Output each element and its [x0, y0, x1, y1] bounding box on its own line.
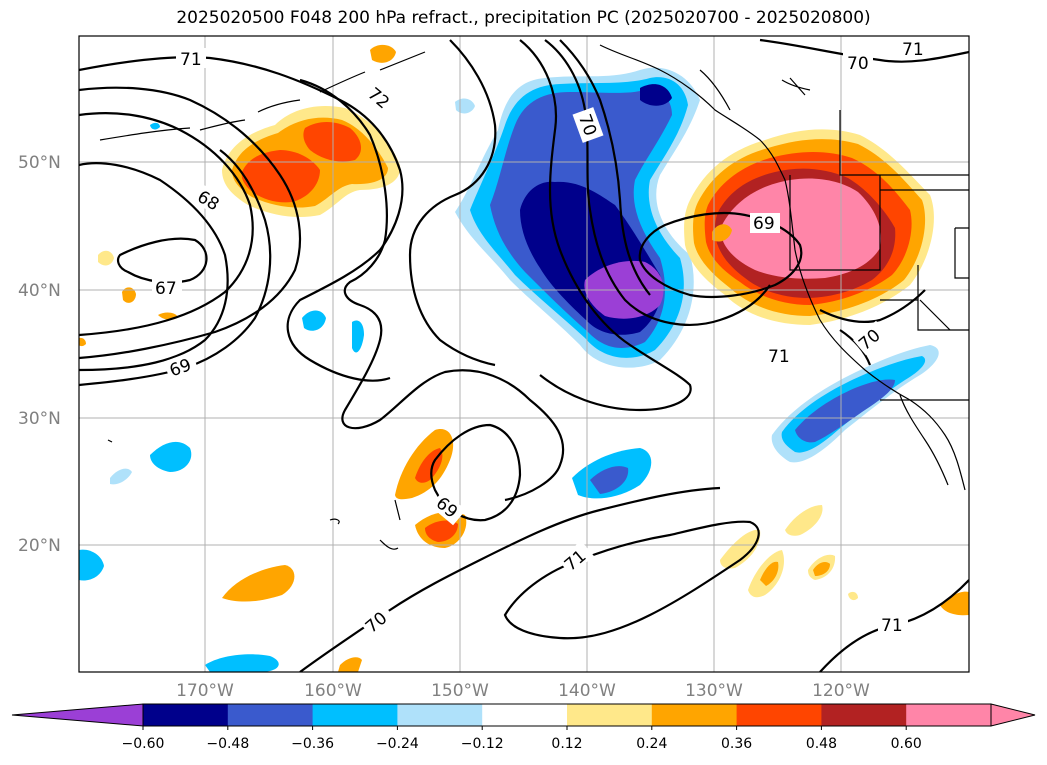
contour-labels: 71 72 70 71 70 68 67 69 69 69 71 70 71	[152, 38, 928, 638]
lon-label-150w: 150°W	[431, 681, 489, 701]
colorbar-segment	[651, 704, 738, 726]
lon-label-120w: 120°W	[812, 681, 870, 701]
positive-anomaly-west	[222, 44, 401, 217]
longitude-labels: 170°W 160°W 150°W 140°W 130°W 120°W	[176, 681, 870, 701]
colorbar-segment	[736, 704, 822, 726]
contour-label: 70	[847, 54, 869, 74]
colorbar-segment	[482, 704, 568, 726]
colorbar-tick-label: −0.48	[206, 736, 249, 752]
lat-label-50n: 50°N	[18, 153, 61, 173]
negative-anomaly-central	[455, 67, 700, 368]
lon-label-160w: 160°W	[304, 681, 362, 701]
colorbar-segment	[312, 704, 398, 726]
colorbar-tick-label: 0.12	[551, 736, 582, 752]
negative-anomaly-small	[79, 98, 652, 672]
colorbar-tick-label: 0.24	[636, 736, 667, 752]
lon-label-140w: 140°W	[558, 681, 616, 701]
contour-label: 71	[902, 40, 924, 60]
contour-label: 71	[881, 616, 903, 636]
colorbar-tick-label: 0.60	[891, 736, 922, 752]
colorbar-tick-label: −0.12	[461, 736, 504, 752]
lon-label-170w: 170°W	[176, 681, 234, 701]
contour-label: 71	[180, 50, 202, 70]
contour-label: 67	[155, 279, 177, 299]
colorbar-segment	[143, 704, 229, 726]
colorbar-segment	[227, 704, 314, 726]
negative-anomaly-coast	[771, 345, 939, 463]
contour-label: 71	[768, 347, 790, 367]
colorbar-segment	[397, 704, 483, 726]
colorbar-tick-label: −0.36	[291, 736, 334, 752]
latitude-labels: 50°N 40°N 30°N 20°N	[18, 153, 61, 556]
map-area: 71 72 70 71 70 68 67 69 69 69 71 70 71	[79, 36, 969, 672]
lat-label-40n: 40°N	[18, 281, 61, 301]
colorbar-segment	[821, 704, 907, 726]
colorbar-segment	[567, 704, 653, 726]
colorbar-tick-label: −0.24	[376, 736, 419, 752]
map-frame	[78, 35, 970, 673]
colorbar-tick-label: 0.36	[721, 736, 752, 752]
colorbar-tick-label: −0.60	[122, 736, 165, 752]
coastlines	[99, 44, 969, 550]
lat-label-30n: 30°N	[18, 409, 61, 429]
colorbar-segment	[906, 704, 992, 726]
lon-label-130w: 130°W	[685, 681, 743, 701]
colorbar: −0.60 −0.48 −0.36 −0.24 −0.12 0.12 0.24 0.36 0.4…	[11, 703, 1036, 752]
colorbar-tick-label: 0.48	[806, 736, 837, 752]
lat-label-20n: 20°N	[18, 536, 61, 556]
positive-anomaly-northwest	[684, 129, 934, 325]
contour-label: 69	[753, 214, 775, 234]
map-title: 2025020500 F048 200 hPa refract., precip…	[176, 8, 871, 28]
colorbar-extend-low	[11, 703, 144, 727]
colorbar-extend-high	[990, 703, 1036, 727]
